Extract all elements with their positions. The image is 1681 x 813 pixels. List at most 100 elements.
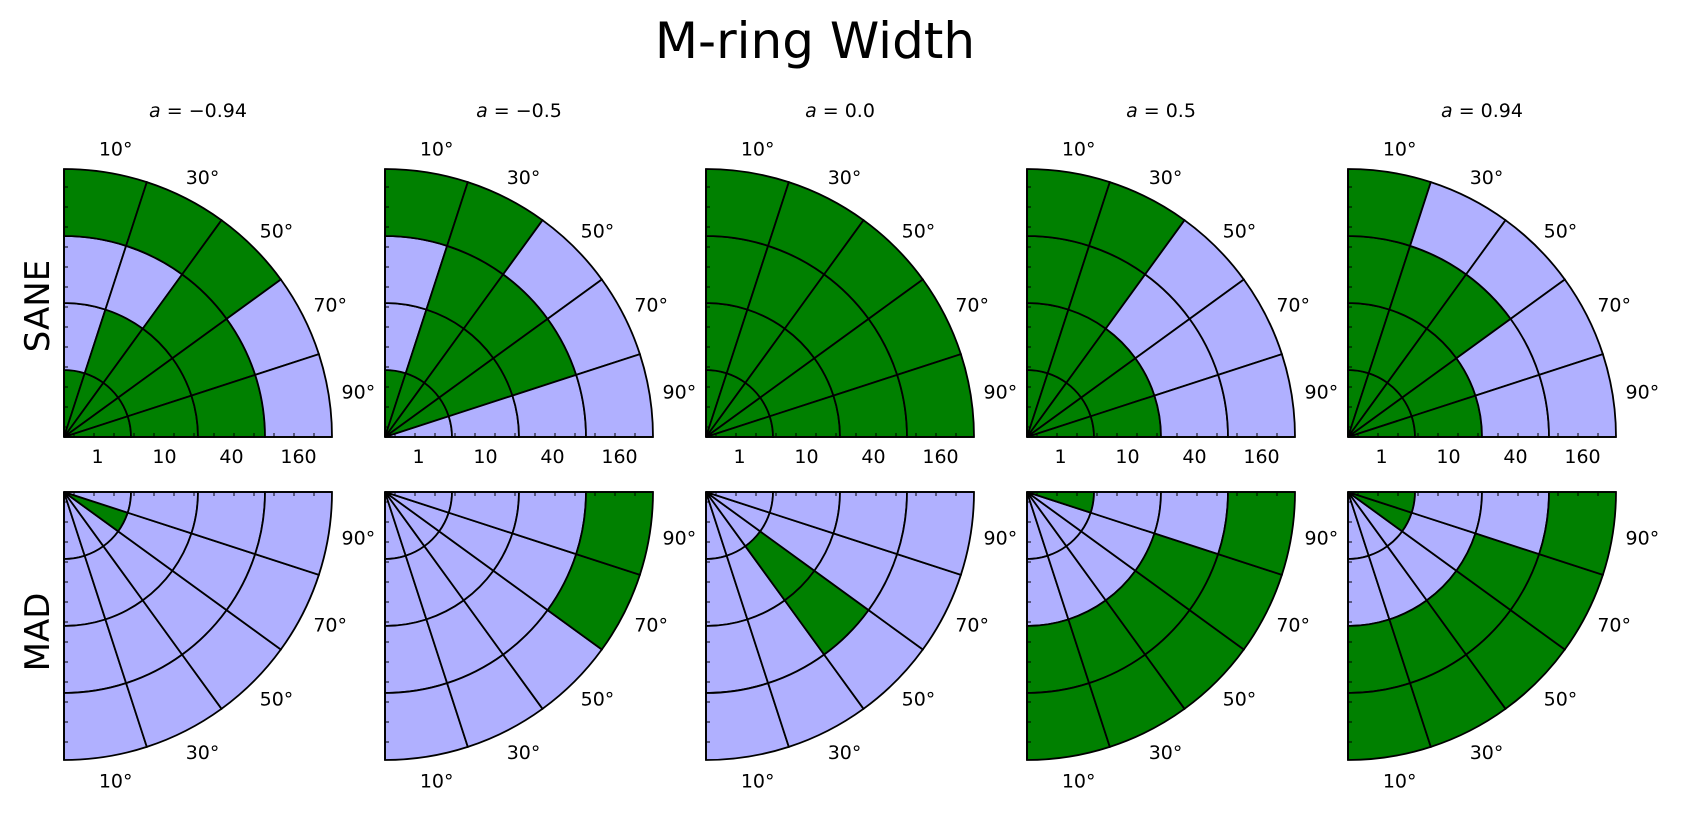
- rhigh-tick-label: 160: [1564, 446, 1600, 468]
- column-title-prefix: a =: [1441, 100, 1481, 122]
- inclination-tick-label: 90°: [342, 381, 376, 403]
- inclination-tick-label: 70°: [1597, 294, 1631, 316]
- rhigh-tick-label: 40: [1503, 446, 1527, 468]
- rhigh-tick-label: 40: [861, 446, 885, 468]
- inclination-tick-label: 30°: [186, 167, 220, 189]
- inclination-tick-label: 30°: [828, 742, 862, 764]
- panel-frame: [1026, 169, 1295, 438]
- inclination-tick-label: 90°: [1626, 381, 1660, 403]
- inclination-tick-label: 90°: [1305, 528, 1339, 550]
- column-title-prefix: a =: [1126, 100, 1166, 122]
- column-title-value: 0.94: [1481, 100, 1523, 122]
- inclination-tick-label: 70°: [1597, 615, 1631, 637]
- column-title: a = 0.94: [1441, 100, 1523, 122]
- inclination-tick-label: 90°: [663, 381, 697, 403]
- inclination-tick-label: 50°: [1544, 221, 1578, 243]
- panel-sane-0: 10° 30° 50° 70° 90° 1 10 40 160 a = −0.94: [63, 100, 376, 468]
- rhigh-tick-label: 10: [152, 446, 176, 468]
- column-title: a = −0.94: [149, 100, 247, 122]
- inclination-tick-label: 10°: [420, 770, 454, 792]
- panel-frame: [1026, 491, 1295, 760]
- column-title: a = 0.0: [805, 100, 875, 122]
- inclination-tick-label: 70°: [634, 294, 668, 316]
- inclination-tick-label: 70°: [313, 615, 347, 637]
- inclination-tick-label: 10°: [99, 139, 133, 161]
- inclination-tick-label: 30°: [507, 742, 541, 764]
- panel-frame: [384, 491, 653, 760]
- column-title-prefix: a =: [805, 100, 845, 122]
- rhigh-tick-label: 10: [1115, 446, 1139, 468]
- inclination-tick-label: 10°: [1383, 139, 1417, 161]
- row-label-sane: SANE: [18, 260, 58, 352]
- panel-grid: 10° 30° 50° 70° 90° 1 10 40 160 a = −0.94 10° 30° 50…: [63, 100, 1660, 792]
- inclination-tick-label: 30°: [828, 167, 862, 189]
- column-title-value: −0.94: [189, 100, 247, 122]
- panel-frame: [63, 491, 332, 760]
- rhigh-tick-label: 40: [540, 446, 564, 468]
- column-title: a = 0.5: [1126, 100, 1196, 122]
- panel-frame: [1347, 169, 1616, 438]
- inclination-tick-label: 30°: [507, 167, 541, 189]
- inclination-tick-label: 70°: [1276, 615, 1310, 637]
- inclination-tick-label: 50°: [260, 221, 294, 243]
- panel-mad-0: 10° 30° 50° 70° 90°: [63, 491, 376, 792]
- rhigh-tick-label: 160: [280, 446, 316, 468]
- panel-sane-1: 10° 30° 50° 70° 90° 1 10 40 160 a = −0.5: [384, 100, 697, 468]
- inclination-tick-label: 30°: [1149, 167, 1183, 189]
- inclination-tick-label: 30°: [1149, 742, 1183, 764]
- inclination-tick-label: 90°: [342, 528, 376, 550]
- panel-sane-3: 10° 30° 50° 70° 90° 1 10 40 160 a = 0.5: [1026, 100, 1338, 468]
- inclination-tick-label: 10°: [99, 770, 133, 792]
- inclination-tick-label: 90°: [1626, 528, 1660, 550]
- panel-frame: [384, 169, 653, 438]
- panel-mad-2: 10° 30° 50° 70° 90°: [705, 491, 1017, 792]
- column-title-prefix: a =: [149, 100, 189, 122]
- rhigh-tick-label: 160: [601, 446, 637, 468]
- inclination-tick-label: 90°: [663, 528, 697, 550]
- inclination-tick-label: 50°: [902, 688, 936, 710]
- inclination-tick-label: 10°: [420, 139, 454, 161]
- inclination-tick-label: 70°: [955, 615, 989, 637]
- column-title-value: −0.5: [516, 100, 562, 122]
- inclination-tick-label: 10°: [741, 139, 775, 161]
- panel-mad-4: 10° 30° 50° 70° 90°: [1347, 491, 1660, 792]
- rhigh-tick-label: 10: [1436, 446, 1460, 468]
- panel-frame: [705, 169, 974, 438]
- inclination-tick-label: 10°: [741, 770, 775, 792]
- rhigh-tick-label: 1: [91, 446, 103, 468]
- inclination-tick-label: 50°: [260, 688, 294, 710]
- column-title-value: 0.0: [845, 100, 875, 122]
- rhigh-tick-label: 1: [1054, 446, 1066, 468]
- panel-mad-1: 10° 30° 50° 70° 90°: [384, 491, 697, 792]
- inclination-tick-label: 10°: [1062, 139, 1096, 161]
- inclination-tick-label: 50°: [1544, 688, 1578, 710]
- inclination-tick-label: 30°: [1470, 167, 1504, 189]
- rhigh-tick-label: 10: [794, 446, 818, 468]
- panel-frame: [63, 169, 332, 438]
- inclination-tick-label: 50°: [1223, 221, 1257, 243]
- rhigh-tick-label: 10: [473, 446, 497, 468]
- panel-sane-4: 10° 30° 50° 70° 90° 1 10 40 160 a = 0.94: [1347, 100, 1660, 468]
- rhigh-tick-label: 160: [922, 446, 958, 468]
- inclination-tick-label: 50°: [581, 221, 615, 243]
- rhigh-tick-label: 40: [219, 446, 243, 468]
- row-label-mad: MAD: [18, 593, 58, 672]
- rhigh-tick-label: 1: [1375, 446, 1387, 468]
- column-title: a = −0.5: [476, 100, 562, 122]
- figure-title: M-ring Width: [655, 12, 975, 70]
- inclination-tick-label: 70°: [313, 294, 347, 316]
- inclination-tick-label: 30°: [1470, 742, 1504, 764]
- panel-frame: [705, 491, 974, 760]
- inclination-tick-label: 10°: [1062, 770, 1096, 792]
- rhigh-tick-label: 1: [412, 446, 424, 468]
- panel-mad-3: 10° 30° 50° 70° 90°: [1026, 491, 1339, 792]
- inclination-tick-label: 70°: [1276, 294, 1310, 316]
- inclination-tick-label: 10°: [1383, 770, 1417, 792]
- panel-frame: [1347, 491, 1616, 760]
- inclination-tick-label: 70°: [634, 615, 668, 637]
- panel-sane-2: 10° 30° 50° 70° 90° 1 10 40 160 a = 0.0: [705, 100, 1017, 468]
- rhigh-tick-label: 1: [733, 446, 745, 468]
- inclination-tick-label: 30°: [186, 742, 220, 764]
- inclination-tick-label: 50°: [902, 221, 936, 243]
